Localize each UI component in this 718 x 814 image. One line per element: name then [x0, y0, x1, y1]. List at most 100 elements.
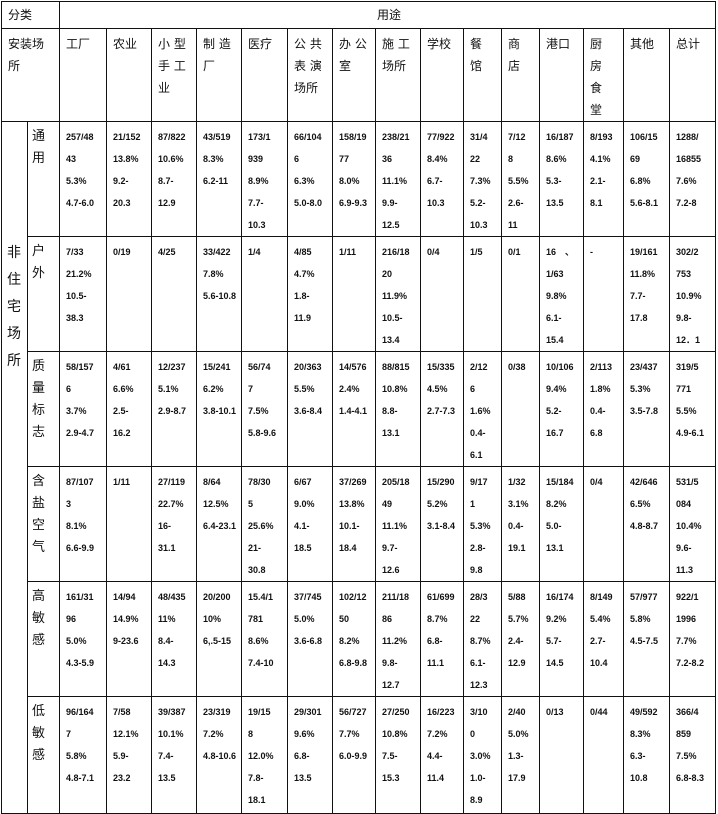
- data-cell: 15/241 6.2% 3.8-10.1: [196, 351, 243, 467]
- data-cell-line: 0.4-: [470, 428, 486, 438]
- column-header: 厨房食堂: [583, 28, 625, 122]
- column-header-line: 医疗: [248, 37, 273, 51]
- data-cell: 0/44: [583, 696, 625, 814]
- data-cell-line: 4.9-6.1: [676, 428, 705, 438]
- data-cell-line: 20: [382, 269, 393, 279]
- data-cell-line: 66/104: [294, 132, 322, 142]
- column-header-line: 其他: [630, 37, 655, 51]
- data-cell-line: 7/12: [508, 132, 526, 142]
- data-cell: 16/187 8.6% 5.3- 13.5: [539, 121, 585, 237]
- data-cell-line: 0/4: [427, 247, 440, 257]
- table-row: 户外 7/33 21.2% 10.5- 38.3 0/19 4/25 33/422 7.8% 5.…: [2, 236, 717, 352]
- data-cell-line: 0.4-: [508, 521, 524, 531]
- group-label-char: 场: [7, 326, 21, 342]
- data-cell-line: 7.5%: [248, 406, 269, 416]
- data-cell: 0/13: [539, 696, 585, 814]
- data-cell: 27/119 22.7% 16- 31.1: [151, 466, 198, 582]
- data-cell-line: 9.8: [470, 565, 483, 575]
- data-cell-line: 11.8%: [630, 269, 656, 279]
- data-cell-line: 7.4-10: [248, 658, 274, 668]
- data-cell-line: 3.1%: [508, 499, 529, 509]
- data-cell-line: 5.0%: [66, 636, 87, 646]
- data-cell-line: 10.8%: [382, 384, 408, 394]
- data-cell-line: 33/422: [203, 247, 231, 257]
- data-cell: 3/10 0 3.0% 1.0- 8.9: [463, 696, 503, 814]
- data-cell-line: 14.5: [546, 658, 564, 668]
- data-cell-line: 216/18: [382, 247, 410, 257]
- data-cell-line: 12/237: [158, 362, 186, 372]
- data-cell: 8/193 4.1% 2.1- 8.1: [583, 121, 625, 237]
- data-cell-line: 20/363: [294, 362, 322, 372]
- data-cell-line: 49/592: [630, 707, 658, 717]
- row-label-char: 外: [32, 266, 46, 281]
- data-cell-line: 5.2-: [470, 198, 486, 208]
- column-header-line: 表 演: [294, 59, 322, 73]
- data-cell-line: 13.5: [294, 773, 312, 783]
- data-cell-line: 6.5%: [630, 499, 651, 509]
- row-label-char: 敏: [32, 611, 46, 626]
- column-header: 商店: [501, 28, 541, 122]
- row-label-char: 通: [32, 129, 46, 144]
- data-cell-line: 23.2: [113, 773, 131, 783]
- group-label-non-residential: 非住宅场所: [1, 121, 28, 814]
- column-header-line: 厨: [590, 37, 603, 51]
- data-cell-line: 3/10: [470, 707, 488, 717]
- data-cell-line: 11: [508, 220, 518, 230]
- data-cell: 23/437 5.3% 3.5-7.8: [623, 351, 671, 467]
- data-cell-line: 2.6-: [508, 198, 524, 208]
- data-cell-line: 88/815: [382, 362, 410, 372]
- data-cell: 19/15 8 12.0% 7.8- 18.1: [241, 696, 289, 814]
- data-cell-line: 8.1%: [66, 521, 87, 531]
- data-cell-line: 3: [66, 499, 72, 509]
- data-cell-line: 11.9%: [382, 291, 408, 301]
- row-label-char: 气: [32, 540, 46, 555]
- data-cell-line: 6.6%: [113, 384, 134, 394]
- data-cell-line: 4.4-: [427, 751, 443, 761]
- column-header: 办 公室: [332, 28, 377, 122]
- data-cell: 257/48 43 5.3% 4.7-6.0: [59, 121, 108, 237]
- data-cell-line: 56/727: [339, 707, 367, 717]
- data-cell-line: 4.7%: [294, 269, 315, 279]
- data-cell-line: 29/301: [294, 707, 322, 717]
- data-cell-line: 13.1: [382, 428, 400, 438]
- data-cell-line: 5.3%: [630, 384, 651, 394]
- data-cell: 1288/16855 7.6% 7.2-8: [669, 121, 717, 237]
- data-cell: 158/19 77 8.0% 6.9-9.3: [332, 121, 377, 237]
- data-cell: 87/822 10.6% 8.7- 12.9: [151, 121, 198, 237]
- data-cell-line: 10.3: [427, 198, 445, 208]
- data-cell-line: 22.7%: [158, 499, 184, 509]
- data-cell-line: 5.2-: [546, 406, 562, 416]
- data-cell-line: 11.1: [427, 658, 445, 668]
- data-cell-line: 6,.5-15: [203, 636, 232, 646]
- data-cell-line: 7/33: [66, 247, 84, 257]
- data-cell-line: 48/435: [158, 592, 186, 602]
- data-cell: 205/18 49 11.1% 9.7- 12.6: [375, 466, 422, 582]
- data-cell-line: 9/17: [470, 477, 488, 487]
- data-cell-line: 2.8-: [470, 543, 486, 553]
- data-cell: 238/21 36 11.1% 9.9- 12.5: [375, 121, 422, 237]
- data-cell-line: 28/3: [470, 592, 488, 602]
- data-cell-line: 10.5-: [382, 313, 403, 323]
- data-cell-line: 43/519: [203, 132, 231, 142]
- data-cell-line: 1.8-: [294, 291, 310, 301]
- data-cell-line: 781: [248, 614, 264, 624]
- data-cell-line: 366/4: [676, 707, 699, 717]
- data-cell-line: 18.1: [248, 795, 266, 805]
- data-cell: 0/4: [420, 236, 465, 352]
- data-cell-line: 4.5-7.5: [630, 636, 659, 646]
- column-header: 医疗: [241, 28, 289, 122]
- data-cell-line: 12.7: [382, 680, 400, 690]
- data-cell-line: 30.8: [248, 565, 266, 575]
- data-cell-line: 11.1%: [382, 176, 408, 186]
- data-cell-line: 10.1%: [158, 729, 184, 739]
- data-cell-line: 7.7%: [339, 729, 360, 739]
- data-cell-line: 922/1: [676, 592, 699, 602]
- data-cell: 56/727 7.7% 6.0-9.9: [332, 696, 377, 814]
- data-cell-line: 7: [248, 384, 254, 394]
- data-cell-line: 859: [676, 729, 692, 739]
- data-cell-line: 7.7-: [630, 291, 646, 301]
- data-cell-line: 1/11: [113, 477, 131, 487]
- data-cell-line: 7.4-: [158, 751, 174, 761]
- data-cell-line: 3.7%: [66, 406, 87, 416]
- data-cell-line: 5.0-8.0: [294, 198, 323, 208]
